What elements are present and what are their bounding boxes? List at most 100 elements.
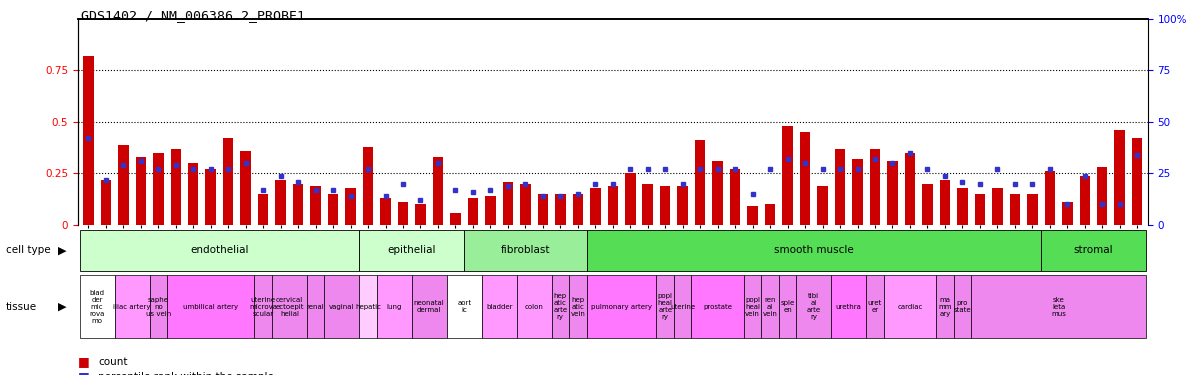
Bar bbox=[1132, 138, 1143, 225]
Text: percentile rank within the sample: percentile rank within the sample bbox=[98, 372, 274, 375]
Bar bbox=[870, 149, 881, 225]
Bar bbox=[555, 194, 565, 225]
Text: pro
state: pro state bbox=[954, 300, 972, 313]
Bar bbox=[642, 184, 653, 225]
Bar bbox=[922, 184, 933, 225]
Text: uret
er: uret er bbox=[867, 300, 882, 313]
Bar bbox=[1063, 202, 1072, 225]
Text: colon: colon bbox=[525, 304, 544, 310]
Bar bbox=[866, 275, 884, 338]
Bar bbox=[764, 204, 775, 225]
Bar bbox=[450, 213, 461, 225]
Bar bbox=[412, 275, 447, 338]
Bar bbox=[79, 275, 115, 338]
Bar bbox=[223, 138, 234, 225]
Bar bbox=[591, 188, 600, 225]
Bar bbox=[835, 149, 846, 225]
Bar bbox=[888, 161, 897, 225]
Bar bbox=[325, 275, 359, 338]
Text: lung: lung bbox=[387, 304, 403, 310]
Text: ma
mm
ary: ma mm ary bbox=[938, 297, 951, 316]
Bar bbox=[587, 275, 657, 338]
Bar bbox=[345, 188, 356, 225]
Bar bbox=[254, 275, 272, 338]
Text: bladder: bladder bbox=[486, 304, 513, 310]
Bar bbox=[551, 275, 569, 338]
Bar bbox=[377, 275, 412, 338]
Bar bbox=[520, 184, 531, 225]
Bar bbox=[359, 275, 377, 338]
Bar bbox=[516, 275, 551, 338]
Bar bbox=[936, 275, 954, 338]
Bar bbox=[1027, 194, 1037, 225]
Text: fibroblast: fibroblast bbox=[501, 245, 550, 255]
Bar bbox=[272, 275, 307, 338]
Text: blad
der
mic
rova
mo: blad der mic rova mo bbox=[90, 290, 104, 324]
Bar bbox=[797, 275, 831, 338]
Text: ■: ■ bbox=[78, 370, 90, 375]
Text: popl
heal
vein: popl heal vein bbox=[745, 297, 760, 316]
Bar bbox=[538, 194, 549, 225]
Bar bbox=[310, 186, 321, 225]
Bar bbox=[972, 275, 1146, 338]
Bar bbox=[83, 56, 93, 225]
Bar bbox=[447, 275, 482, 338]
Bar bbox=[276, 180, 286, 225]
Bar bbox=[206, 170, 216, 225]
Bar bbox=[957, 188, 968, 225]
Bar bbox=[587, 230, 1041, 271]
Bar bbox=[779, 275, 797, 338]
Bar bbox=[607, 186, 618, 225]
Text: tibi
al
arte
ry: tibi al arte ry bbox=[806, 293, 821, 320]
Bar bbox=[188, 163, 199, 225]
Text: ren
al
vein: ren al vein bbox=[763, 297, 778, 316]
Bar bbox=[101, 180, 111, 225]
Bar bbox=[503, 182, 513, 225]
Bar bbox=[328, 194, 338, 225]
Text: uterine: uterine bbox=[670, 304, 695, 310]
Text: urethra: urethra bbox=[836, 304, 861, 310]
Bar bbox=[852, 159, 863, 225]
Text: vaginal: vaginal bbox=[329, 304, 355, 310]
Bar bbox=[170, 149, 181, 225]
Bar bbox=[258, 194, 268, 225]
Text: renal: renal bbox=[307, 304, 325, 310]
Text: saphe
no
us vein: saphe no us vein bbox=[146, 297, 171, 316]
Bar bbox=[730, 170, 740, 225]
Text: uterine
microva
scular: uterine microva scular bbox=[249, 297, 277, 316]
Bar bbox=[115, 275, 150, 338]
Text: cell type: cell type bbox=[6, 245, 50, 255]
Bar bbox=[748, 206, 758, 225]
Bar bbox=[398, 202, 409, 225]
Bar bbox=[695, 141, 706, 225]
Bar bbox=[464, 230, 587, 271]
Text: ▶: ▶ bbox=[58, 245, 67, 255]
Bar bbox=[1041, 230, 1146, 271]
Text: tissue: tissue bbox=[6, 302, 37, 312]
Bar bbox=[135, 157, 146, 225]
Text: stromal: stromal bbox=[1073, 245, 1113, 255]
Text: ▶: ▶ bbox=[58, 302, 67, 312]
Text: endothelial: endothelial bbox=[190, 245, 249, 255]
Bar bbox=[1097, 167, 1107, 225]
Bar bbox=[1010, 194, 1019, 225]
Text: hep
atic
vein: hep atic vein bbox=[570, 297, 586, 316]
Bar bbox=[939, 180, 950, 225]
Bar bbox=[485, 196, 496, 225]
Text: ■: ■ bbox=[78, 356, 90, 368]
Bar bbox=[1045, 171, 1055, 225]
Bar bbox=[359, 230, 464, 271]
Bar bbox=[992, 188, 1003, 225]
Text: hep
atic
arte
ry: hep atic arte ry bbox=[553, 293, 568, 320]
Text: pulmonary artery: pulmonary artery bbox=[591, 304, 652, 310]
Bar bbox=[416, 204, 425, 225]
Text: GDS1402 / NM_006386.2_PROBE1: GDS1402 / NM_006386.2_PROBE1 bbox=[81, 9, 305, 22]
Bar bbox=[153, 153, 163, 225]
Bar bbox=[713, 161, 722, 225]
Text: hepatic: hepatic bbox=[355, 304, 381, 310]
Bar bbox=[573, 194, 583, 225]
Bar bbox=[432, 157, 443, 225]
Bar bbox=[119, 145, 128, 225]
Text: epithelial: epithelial bbox=[387, 245, 436, 255]
Bar bbox=[363, 147, 374, 225]
